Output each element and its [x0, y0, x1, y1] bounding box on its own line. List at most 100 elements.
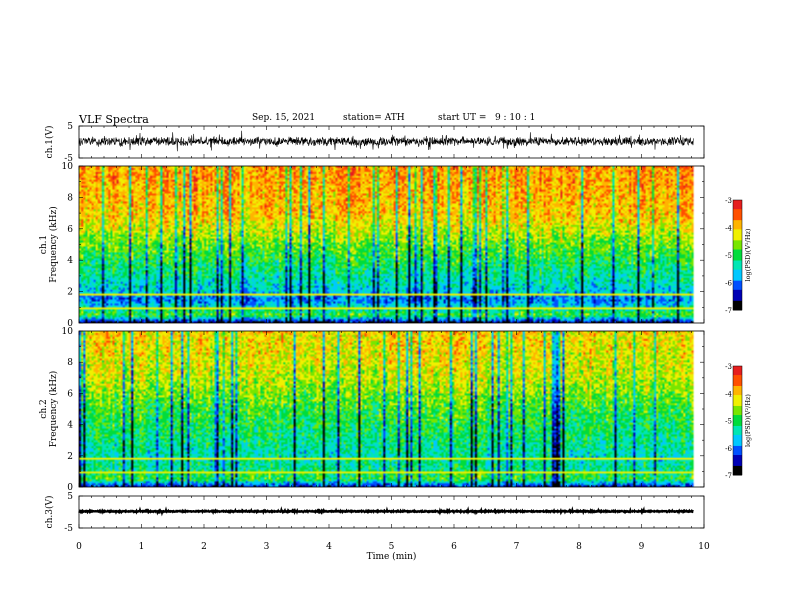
colorbar-swatch [733, 396, 742, 400]
y-tick-label: 4 [67, 256, 73, 266]
y-tick-label: 0 [67, 319, 73, 329]
colorbar-swatch [733, 282, 742, 285]
colorbar-swatch [733, 288, 742, 291]
colorbar-swatch [733, 256, 742, 260]
colorbar-tick-label: -3 [725, 363, 732, 371]
colorbar-swatch [733, 451, 742, 454]
colorbar-swatch [733, 207, 742, 210]
colorbar-swatch [733, 407, 742, 411]
y-tick-label: 2 [67, 452, 73, 462]
ch1-spectrogram-colorbar [732, 199, 743, 311]
ch1-spectrogram-panel [78, 165, 705, 324]
colorbar-swatch [733, 251, 742, 254]
colorbar-swatch [733, 299, 742, 302]
colorbar-swatch [733, 420, 742, 423]
ch3-waveform-ylabel: ch.3(V) [44, 496, 55, 529]
colorbar-swatch [733, 229, 742, 232]
y-tick-label: 4 [67, 421, 73, 431]
colorbar-swatch [733, 471, 742, 474]
colorbar-swatch [733, 395, 742, 398]
date-label: Sep. 15, 2021 [252, 113, 316, 123]
colorbar-swatch [733, 449, 742, 452]
colorbar-swatch [733, 438, 742, 441]
colorbar-swatch [733, 411, 742, 414]
colorbar-swatch [733, 277, 742, 280]
colorbar-swatch [733, 436, 742, 440]
y-tick-label: 2 [67, 288, 73, 298]
colorbar-swatch [733, 376, 742, 380]
colorbar-swatch [733, 236, 742, 239]
colorbar-tick-label: -6 [725, 445, 732, 453]
colorbar-tick-label: -4 [725, 225, 732, 233]
y-tick-label: 10 [62, 162, 74, 172]
colorbar-swatch [733, 227, 742, 230]
start-ut-label: start UT = 9 : 10 : 1 [438, 113, 536, 123]
colorbar-swatch [733, 464, 742, 467]
colorbar-swatch [733, 306, 742, 309]
colorbar-swatch [733, 405, 742, 409]
colorbar-swatch [733, 258, 742, 261]
colorbar-swatch [733, 369, 742, 372]
x-tick-label: 0 [76, 542, 82, 552]
colorbar-swatch [733, 453, 742, 456]
colorbar-label: log(PSD)(V²/Hz) [744, 394, 752, 447]
colorbar-swatch [733, 389, 742, 392]
colorbar-swatch [733, 293, 742, 296]
colorbar-tick-label: -6 [725, 280, 732, 288]
x-tick-label: 5 [389, 542, 395, 552]
colorbar-swatch [733, 266, 742, 269]
colorbar-swatch [733, 371, 742, 374]
x-tick-label: 7 [514, 542, 520, 552]
colorbar-swatch [733, 222, 742, 225]
y-tick-label: 6 [67, 389, 73, 399]
colorbar-swatch [733, 456, 742, 460]
colorbar-swatch [733, 413, 742, 416]
colorbar-swatch [733, 262, 742, 265]
colorbar-swatch [733, 462, 742, 465]
colorbar-swatch [733, 211, 742, 214]
colorbar-swatch [733, 209, 742, 212]
colorbar-frame [732, 199, 743, 311]
colorbar-swatch [733, 234, 742, 238]
colorbar-swatch [733, 302, 742, 305]
colorbar-swatch [733, 382, 742, 385]
colorbar-swatch [733, 289, 742, 293]
colorbar-swatch [733, 409, 742, 412]
x-tick-label: 3 [264, 542, 270, 552]
colorbar-swatch [733, 416, 742, 420]
colorbar-swatch [733, 225, 742, 228]
colorbar-swatch [733, 295, 742, 298]
x-tick-label: 9 [639, 542, 645, 552]
colorbar-swatch [733, 393, 742, 396]
colorbar-swatch [733, 404, 742, 407]
x-axis-label: Time (min) [367, 551, 417, 562]
colorbar-swatch [733, 205, 742, 208]
colorbar-swatch [733, 275, 742, 278]
colorbar-swatch [733, 297, 742, 300]
colorbar-swatch [733, 247, 742, 250]
colorbar-swatch [733, 424, 742, 427]
colorbar-swatch [733, 402, 742, 405]
colorbar-swatch [733, 444, 742, 447]
colorbar-swatch [733, 271, 742, 274]
colorbar-swatch [733, 469, 742, 472]
ch3-waveform-panel [78, 495, 705, 529]
x-tick-label: 4 [326, 542, 332, 552]
colorbar-swatch [733, 380, 742, 383]
colorbar-swatch [733, 284, 742, 287]
colorbar-swatch [733, 255, 742, 258]
colorbar-swatch [733, 233, 742, 236]
colorbar-swatch [733, 242, 742, 245]
colorbar-tick-label: -7 [725, 307, 732, 315]
ch3-waveform-line [78, 506, 694, 517]
y-tick-label: 6 [67, 225, 73, 235]
x-tick-label: 10 [698, 542, 710, 552]
colorbar-swatch [733, 300, 742, 304]
colorbar-swatch [733, 473, 742, 476]
colorbar-swatch [733, 398, 742, 402]
colorbar-swatch [733, 425, 742, 429]
colorbar-swatch [733, 245, 742, 249]
colorbar-swatch [733, 384, 742, 387]
colorbar-swatch [733, 387, 742, 391]
